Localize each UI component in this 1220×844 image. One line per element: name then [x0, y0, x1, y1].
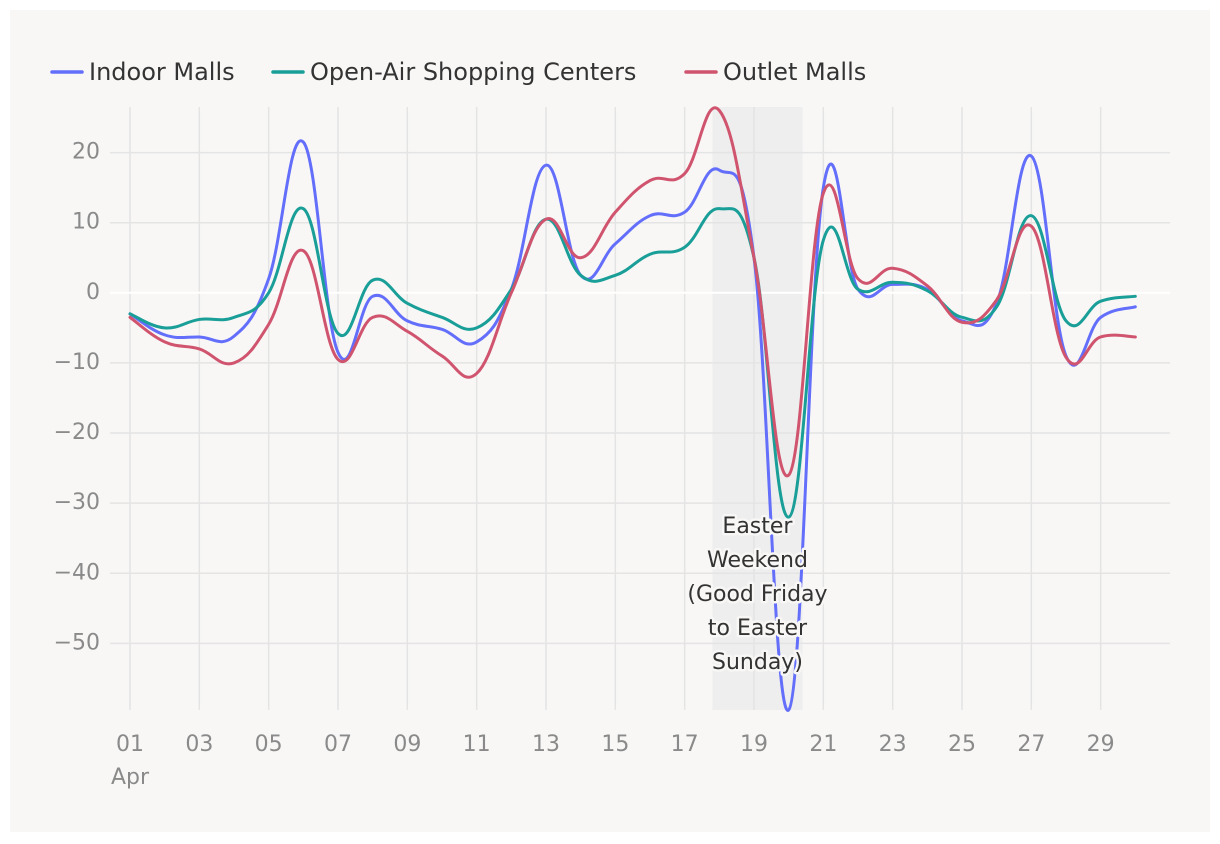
series-line-outlet-malls[interactable] [128, 106, 1137, 478]
x-tick-label: 21 [809, 732, 837, 757]
y-tick-label: −40 [54, 560, 100, 585]
chart-card [10, 10, 1210, 832]
y-tick-label: −20 [54, 420, 100, 445]
legend-item[interactable]: Indoor Malls [50, 58, 235, 86]
legend[interactable]: Indoor Malls Open-Air Shopping Centers Out… [50, 58, 866, 86]
series-line-open-air-shopping-centers[interactable] [128, 206, 1137, 519]
annotation-line: to Easter [708, 616, 808, 641]
x-tick-label: 01 [116, 732, 144, 757]
annotation-line: Easter [722, 514, 793, 539]
annotation-line: (Good Friday [687, 582, 827, 607]
legend-item[interactable]: Open-Air Shopping Centers [271, 58, 636, 86]
x-tick-label: 25 [948, 732, 976, 757]
y-tick-label: −50 [54, 630, 100, 655]
x-tick-label: 17 [671, 732, 699, 757]
axis-labels: 01 03 05 07 09 11 13 15 17 19 21 23 25 27 29 Apr 20 10 0 −1… [54, 140, 1115, 790]
x-month-label: Apr [111, 765, 150, 790]
y-tick-label: −30 [54, 490, 100, 515]
x-tick-label: 11 [463, 732, 491, 757]
annotation-line: Sunday) [712, 650, 803, 675]
legend-label: Indoor Malls [89, 58, 235, 86]
series-line-indoor-malls[interactable] [128, 139, 1137, 712]
series-lines [128, 106, 1137, 712]
x-tick-label: 09 [393, 732, 421, 757]
x-tick-label: 05 [255, 732, 283, 757]
x-tick-label: 19 [740, 732, 768, 757]
y-tick-label: 20 [72, 140, 100, 165]
y-tick-label: 0 [86, 280, 100, 305]
x-tick-label: 29 [1087, 732, 1115, 757]
x-tick-label: 03 [185, 732, 213, 757]
x-tick-label: 27 [1017, 732, 1045, 757]
legend-item[interactable]: Outlet Malls [684, 58, 866, 86]
y-tick-label: 10 [72, 210, 100, 235]
y-tick-label: −10 [54, 350, 100, 375]
grid [110, 107, 1170, 710]
legend-label: Open-Air Shopping Centers [310, 58, 636, 86]
legend-label: Outlet Malls [723, 58, 866, 86]
annotation-line: Weekend [707, 548, 808, 573]
easter-annotation: Easter Weekend (Good Friday to Easter Sunday… [685, 512, 830, 678]
x-tick-label: 15 [601, 732, 629, 757]
x-tick-label: 07 [324, 732, 352, 757]
x-tick-label: 13 [532, 732, 560, 757]
x-tick-label: 23 [879, 732, 907, 757]
